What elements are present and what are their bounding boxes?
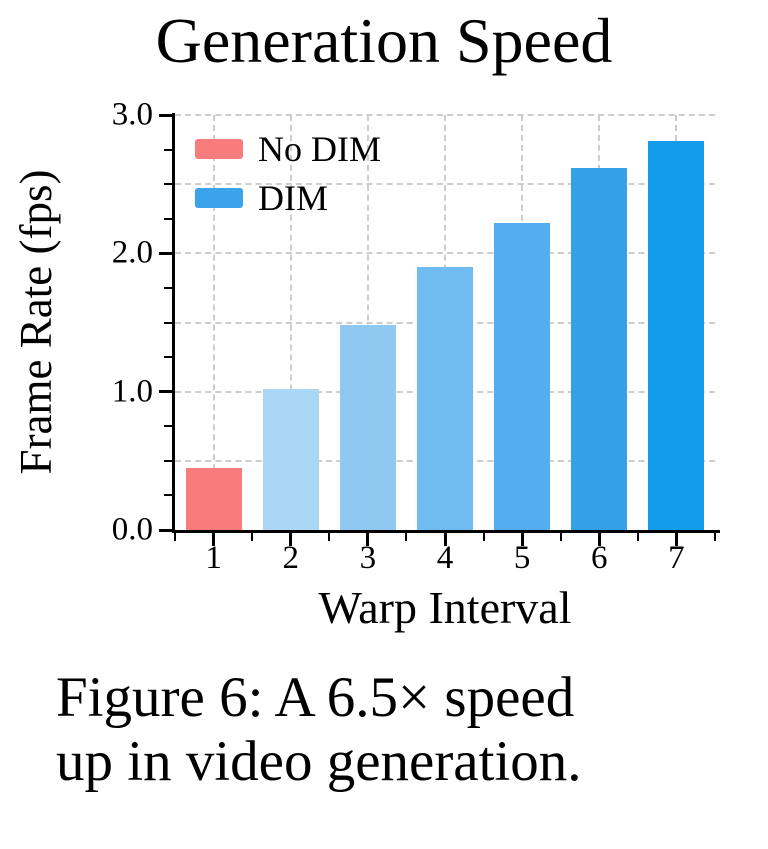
bar bbox=[648, 141, 705, 530]
y-axis-minor-tick bbox=[164, 321, 172, 324]
y-axis-minor-tick bbox=[164, 148, 172, 151]
x-axis-tick bbox=[520, 533, 524, 546]
x-axis-minor-tick bbox=[328, 533, 331, 541]
y-axis-tick bbox=[159, 251, 172, 255]
bar bbox=[417, 267, 473, 530]
legend-label: No DIM bbox=[258, 129, 381, 169]
y-tick-label: 0.0 bbox=[111, 511, 153, 548]
x-tick-label: 7 bbox=[668, 540, 685, 576]
x-axis-tick bbox=[212, 533, 216, 546]
x-tick-label: 1 bbox=[205, 540, 222, 576]
x-axis-minor-tick bbox=[559, 533, 562, 541]
y-axis-tick bbox=[159, 528, 172, 532]
y-axis-minor-tick bbox=[164, 425, 172, 428]
x-axis-minor-tick bbox=[251, 533, 254, 541]
x-axis-tick bbox=[443, 533, 447, 546]
y-axis-minor-tick bbox=[164, 217, 172, 220]
y-axis-minor-tick bbox=[164, 459, 172, 462]
y-axis-tick bbox=[159, 390, 172, 394]
y-tick-label: 3.0 bbox=[111, 96, 153, 133]
bar bbox=[339, 325, 396, 530]
bar bbox=[494, 222, 551, 530]
gridline-vertical bbox=[366, 115, 369, 530]
gridline-vertical bbox=[289, 115, 292, 530]
x-axis-tick bbox=[674, 533, 678, 546]
y-axis-minor-tick bbox=[164, 183, 172, 186]
legend-swatch bbox=[195, 139, 243, 159]
y-axis-minor-tick bbox=[164, 494, 172, 497]
x-axis-minor-tick bbox=[174, 533, 176, 541]
x-axis-tick bbox=[289, 533, 293, 546]
x-tick-label: 6 bbox=[591, 540, 608, 576]
bar bbox=[185, 467, 242, 530]
gridline-vertical bbox=[212, 115, 215, 530]
bar bbox=[262, 388, 319, 530]
caption-line-2: up in video generation. bbox=[56, 729, 582, 793]
legend-swatch bbox=[195, 188, 243, 208]
y-axis-line bbox=[172, 113, 175, 533]
x-axis-minor-tick bbox=[405, 533, 408, 541]
legend-item: DIM bbox=[195, 180, 381, 216]
legend: No DIM DIM bbox=[195, 131, 381, 229]
y-axis-label: Frame Rate (fps) bbox=[11, 169, 61, 475]
x-axis-line bbox=[172, 530, 720, 533]
x-axis-tick bbox=[597, 533, 601, 546]
x-axis-minor-tick bbox=[482, 533, 485, 541]
x-tick-label: 3 bbox=[359, 540, 377, 576]
y-tick-label: 2.0 bbox=[111, 234, 153, 271]
x-tick-label: 2 bbox=[282, 540, 299, 576]
legend-item: No DIM bbox=[195, 131, 381, 167]
chart-title: Generation Speed bbox=[155, 5, 613, 76]
y-axis-minor-tick bbox=[164, 286, 172, 289]
y-tick-label: 1.0 bbox=[111, 373, 153, 410]
figure-caption: Figure 6: A 6.5× speed up in video gener… bbox=[56, 666, 746, 794]
x-axis-minor-tick bbox=[636, 533, 639, 541]
y-axis-tick bbox=[159, 113, 172, 117]
bar bbox=[571, 167, 628, 530]
x-tick-label: 5 bbox=[513, 540, 531, 576]
y-axis-minor-tick bbox=[164, 356, 172, 359]
plot-area: No DIM DIM 0.0 1.0 2.0 3.0 1 2 3 4 5 6 7 bbox=[112, 98, 720, 575]
x-axis-minor-tick bbox=[714, 533, 716, 541]
x-axis-tick bbox=[366, 533, 370, 546]
caption-line-1: Figure 6: A 6.5× speed bbox=[56, 666, 575, 729]
x-tick-label: 4 bbox=[436, 540, 454, 576]
legend-label: DIM bbox=[258, 178, 328, 218]
x-axis-label: Warp Interval bbox=[318, 582, 572, 633]
